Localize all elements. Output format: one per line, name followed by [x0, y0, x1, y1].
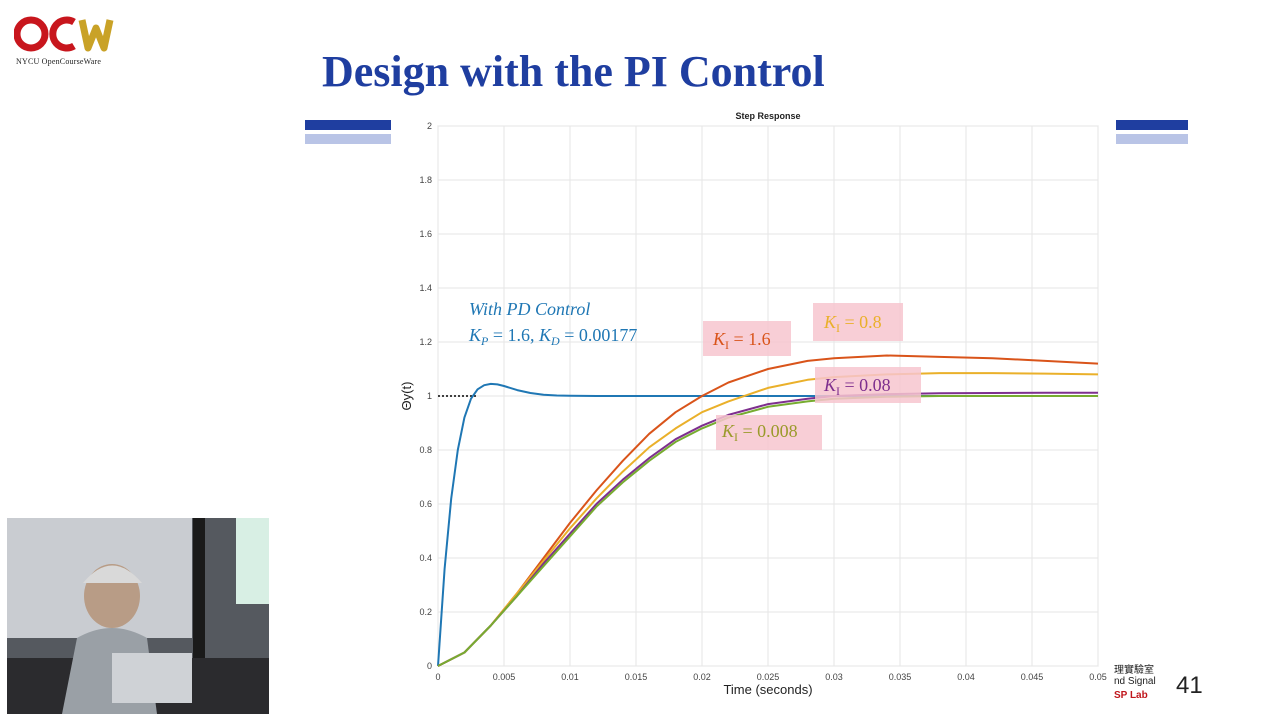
ki-1-6-value: 1.6: [748, 329, 771, 349]
series-line-ki_0_8: [437, 372, 1099, 667]
pd-annotation-gains: KP = 1.6, KD = 0.00177: [468, 325, 637, 348]
x-tick-label: 0.01: [561, 672, 579, 682]
series-group: [437, 354, 1099, 667]
y-tick-label: 0.4: [419, 553, 432, 563]
x-tick-label: 0.02: [693, 672, 711, 682]
x-tick-label: 0.005: [493, 672, 516, 682]
y-tick-label: 2: [427, 121, 432, 131]
svg-text:KI = 0.008: KI = 0.008: [721, 421, 798, 444]
lab-name-line-3: SP Lab: [1114, 690, 1148, 701]
series-line-ki_0_008: [437, 395, 1098, 667]
x-tick-label: 0.04: [957, 672, 975, 682]
lecturer-video: [7, 518, 269, 714]
step-response-chart: 0 0.005 0.01 0.015 0.02 0.025 0.03 0.035 0.04 0.0…: [399, 111, 1107, 697]
label-ki-0-8: KI = 0.8: [813, 303, 903, 341]
y-tick-label: 1.2: [419, 337, 432, 347]
x-tick-label: 0.03: [825, 672, 843, 682]
logo-subtitle: NYCU OpenCourseWare: [16, 57, 102, 66]
lab-name-line-1: 理實驗室: [1114, 665, 1154, 676]
ki-0-008-value: 0.008: [757, 421, 798, 441]
pd-kp-value: 1.6: [508, 325, 531, 345]
x-tick-label: 0.015: [625, 672, 648, 682]
ocw-logo: [14, 16, 114, 52]
y-tick-label: 0.2: [419, 607, 432, 617]
x-axis-label: Time (seconds): [723, 682, 812, 697]
ki-0-8-value: 0.8: [859, 312, 882, 332]
svg-text:KI = 0.08: KI = 0.08: [823, 375, 891, 398]
svg-text:KI = 0.8: KI = 0.8: [823, 312, 882, 335]
chart-title: Step Response: [735, 111, 800, 121]
y-tick-label: 0.8: [419, 445, 432, 455]
title-bar-left-dark: [305, 120, 391, 130]
ki-0-08-value: 0.08: [859, 375, 891, 395]
page-number: 41: [1176, 672, 1203, 699]
label-ki-1-6: KI = 1.6: [703, 321, 791, 356]
y-tick-label: 1.6: [419, 229, 432, 239]
x-ticks: 0 0.005 0.01 0.015 0.02 0.025 0.03 0.035 0.04 0.0…: [435, 672, 1106, 682]
title-bar-right-dark: [1116, 120, 1188, 130]
y-tick-label: 1: [427, 391, 432, 401]
y-tick-label: 1.4: [419, 283, 432, 293]
pd-annotation-title: With PD Control: [469, 299, 590, 319]
pd-kd-value: 0.00177: [579, 325, 638, 345]
slide-title: Design with the PI Control: [322, 47, 825, 96]
y-ticks: 0 0.2 0.4 0.6 0.8 1 1.2 1.4 1.6 1.8 2: [419, 121, 432, 671]
label-ki-0-008: KI = 0.008: [716, 415, 822, 450]
x-tick-label: 0: [435, 672, 440, 682]
x-tick-label: 0.05: [1089, 672, 1107, 682]
lab-name-line-2: nd Signal: [1114, 676, 1156, 687]
x-tick-label: 0.045: [1021, 672, 1044, 682]
label-ki-0-08: KI = 0.08: [815, 367, 921, 403]
x-tick-label: 0.025: [757, 672, 780, 682]
title-bar-right-light: [1116, 134, 1188, 144]
series-line-pd: [437, 382, 1098, 667]
y-tick-label: 0: [427, 661, 432, 671]
title-bar-left-light: [305, 134, 391, 144]
y-tick-label: 0.6: [419, 499, 432, 509]
y-axis-label: Θy(t): [399, 382, 414, 411]
x-tick-label: 0.035: [889, 672, 912, 682]
y-tick-label: 1.8: [419, 175, 432, 185]
svg-text:KI = 1.6: KI = 1.6: [712, 329, 771, 352]
